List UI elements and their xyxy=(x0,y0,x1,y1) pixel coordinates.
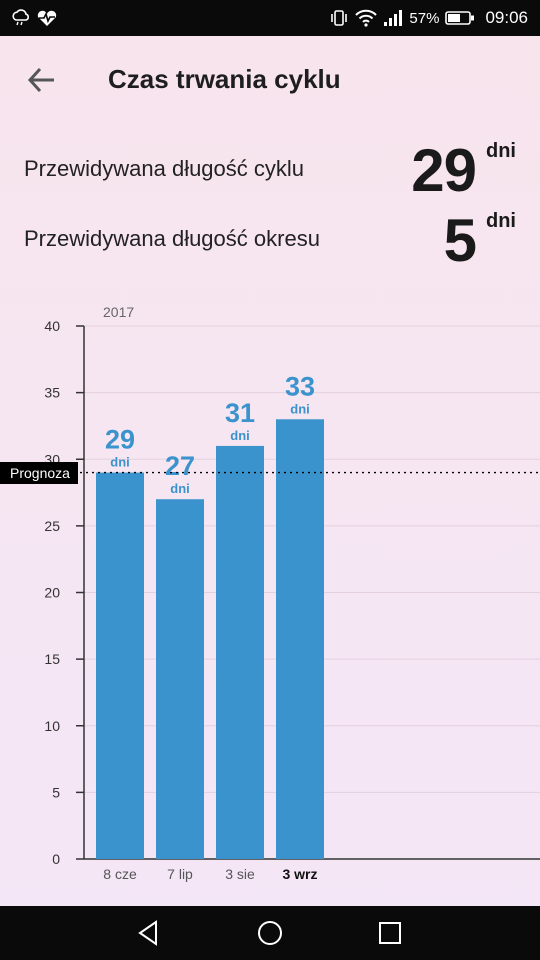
battery-percent: 57% xyxy=(409,9,440,27)
back-triangle-icon xyxy=(138,920,157,946)
bar-unit-label: dni xyxy=(230,428,250,443)
back-button[interactable] xyxy=(22,60,62,100)
bar xyxy=(216,445,264,859)
y-tick-label: 20 xyxy=(44,585,60,601)
bar xyxy=(96,472,144,859)
predicted-cycle-label: Przewidywana długość cyklu xyxy=(24,156,305,181)
y-tick-label: 0 xyxy=(52,851,60,867)
predicted-cycle-row: Przewidywana długość cyklu 29 dni xyxy=(24,136,516,206)
y-tick-label: 15 xyxy=(44,651,60,667)
x-tick-label: 7 lip xyxy=(167,866,193,882)
bar-value-label: 33 xyxy=(285,371,315,401)
nav-home-button[interactable] xyxy=(255,918,285,948)
cycle-length-chart: 0 5 10 15 20 25 30 35 40 2017 29 dni 8 cze 27 dni 7 lip… xyxy=(0,296,540,896)
bar-unit-label: dni xyxy=(170,481,190,496)
bar-unit-label: dni xyxy=(110,455,130,470)
vibrate-icon xyxy=(329,9,349,27)
system-nav-bar xyxy=(0,906,540,960)
status-bar: 57% 09:06 xyxy=(0,0,540,36)
chart-year-label: 2017 xyxy=(103,304,134,320)
status-right: 57% 09:06 xyxy=(329,8,528,28)
page-title: Czas trwania cyklu xyxy=(108,64,341,94)
weather-icon xyxy=(12,9,30,32)
home-circle-icon xyxy=(258,921,282,945)
nav-recents-button[interactable] xyxy=(375,918,405,948)
y-tick-label: 5 xyxy=(52,784,60,800)
nav-back-button[interactable] xyxy=(134,918,164,948)
x-tick-label: 3 sie xyxy=(225,866,255,882)
status-left xyxy=(12,9,58,32)
heart-monitor-icon xyxy=(36,9,58,32)
wifi-icon xyxy=(355,9,378,27)
bar xyxy=(156,499,204,859)
predicted-cycle-value: 29 xyxy=(411,137,477,204)
bar-value-label: 31 xyxy=(225,398,255,428)
y-tick-label: 40 xyxy=(44,318,60,334)
arrow-left-icon xyxy=(27,67,54,93)
predicted-period-row: Przewidywana długość okresu 5 dni xyxy=(24,206,516,276)
forecast-label: Prognoza xyxy=(0,461,78,484)
battery-icon xyxy=(445,10,475,26)
app-header: Czas trwania cyklu xyxy=(0,36,540,122)
bar-value-label: 29 xyxy=(105,425,135,455)
bar xyxy=(276,419,324,859)
y-tick-label: 25 xyxy=(44,518,60,534)
predicted-cycle-unit: dni xyxy=(486,140,516,162)
y-tick-label: 10 xyxy=(44,718,60,734)
x-tick-label: 8 cze xyxy=(103,866,137,882)
predicted-period-value: 5 xyxy=(443,207,477,274)
status-time: 09:06 xyxy=(485,8,528,27)
recents-square-icon xyxy=(379,922,401,944)
predicted-period-unit: dni xyxy=(486,210,516,232)
signal-icon xyxy=(383,9,403,27)
bar-value-label: 27 xyxy=(165,451,195,481)
predicted-period-label: Przewidywana długość okresu xyxy=(24,226,320,251)
bar-unit-label: dni xyxy=(290,401,310,416)
x-tick-label: 3 wrz xyxy=(282,866,317,882)
y-tick-label: 35 xyxy=(44,385,60,401)
